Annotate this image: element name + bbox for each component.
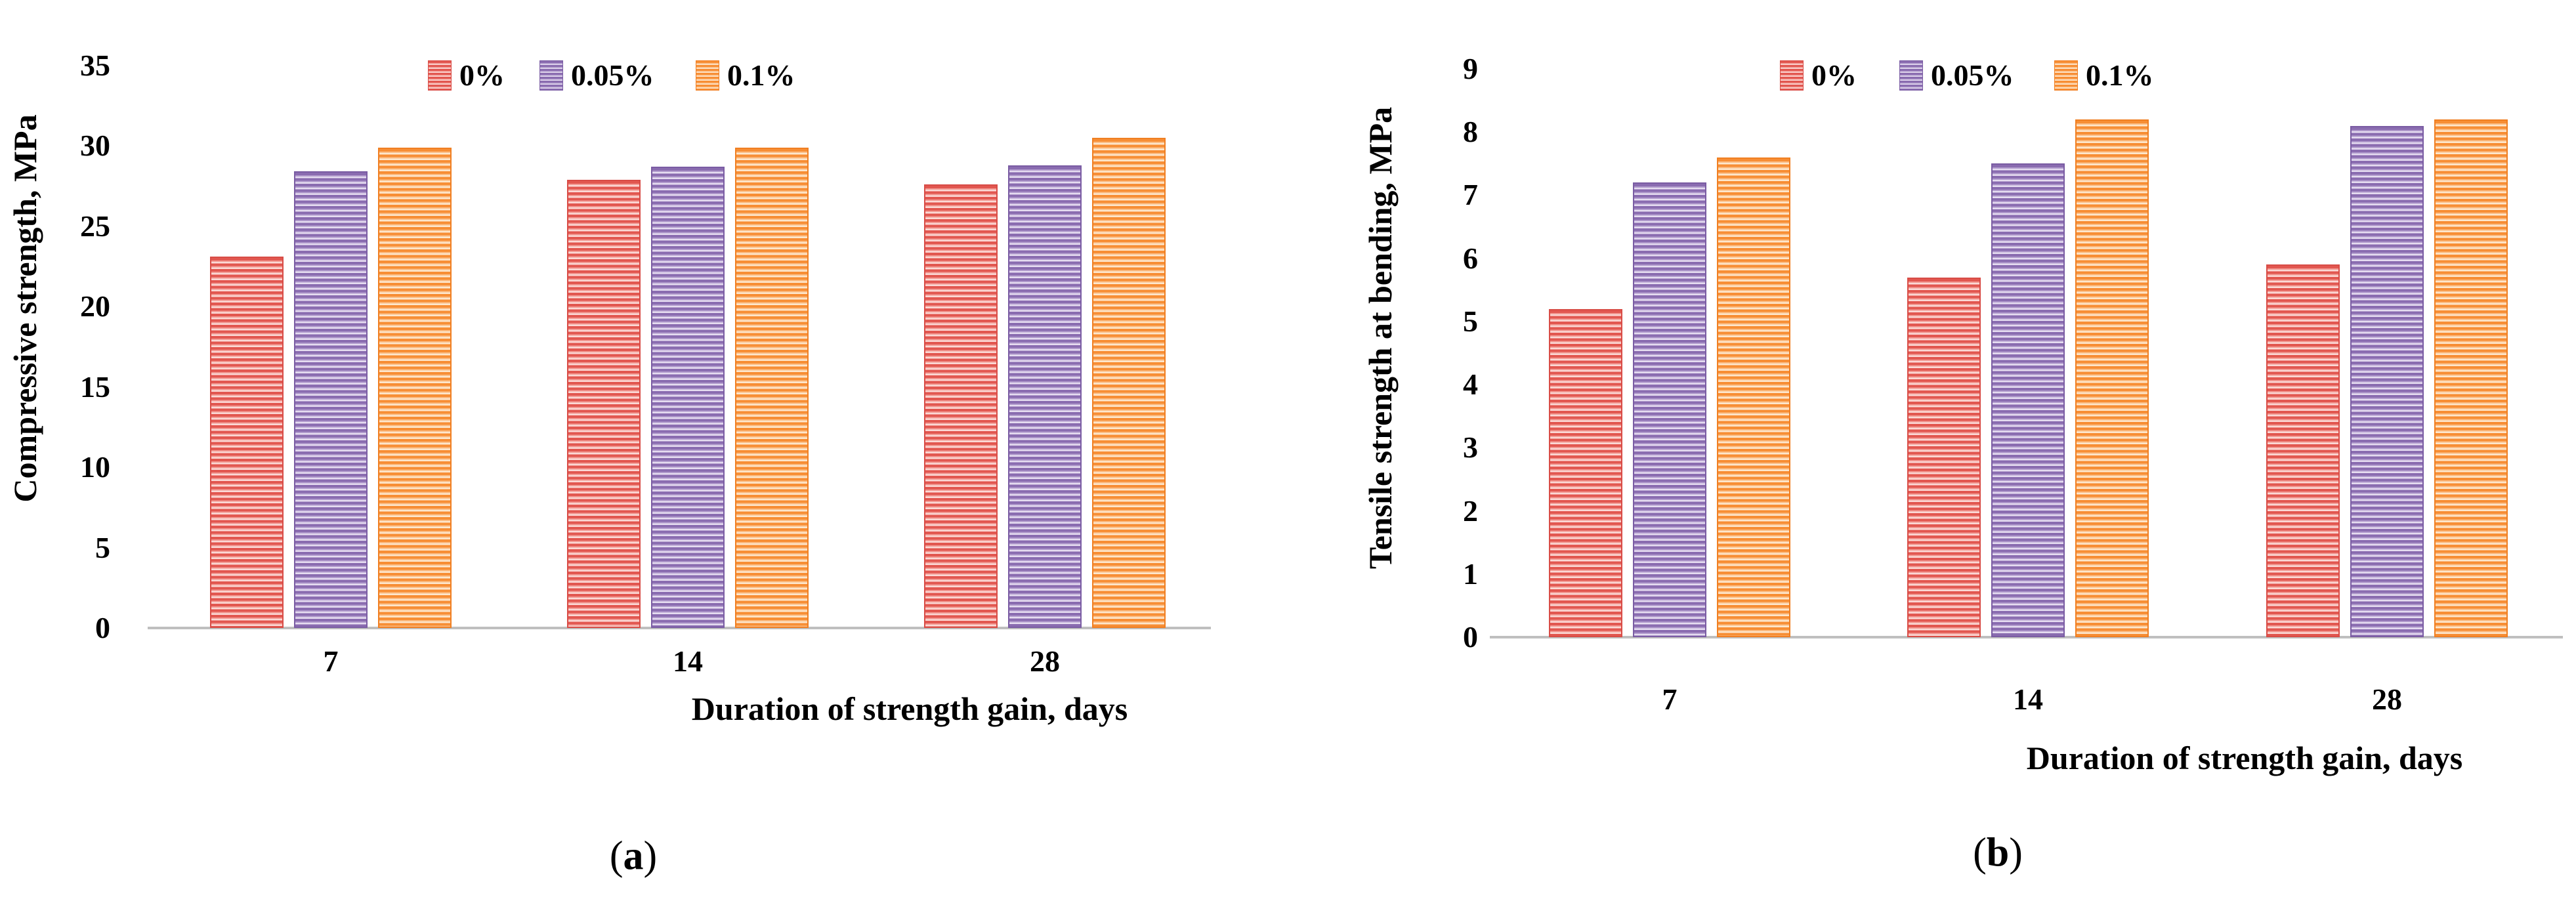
bar-a-7d-0.05% xyxy=(294,171,368,628)
y-tick-b-2: 2 xyxy=(1463,493,1478,528)
y-tick-b-9: 9 xyxy=(1463,52,1478,86)
caption-a-close: ) xyxy=(643,833,658,879)
legend-swatch-b-purple xyxy=(1899,60,1923,91)
bar-b-7d-0.05% xyxy=(1633,182,1706,637)
x-tick-b-14: 14 xyxy=(2013,682,2043,716)
legend-swatch-a-purple xyxy=(539,60,563,91)
y-tick-b-5: 5 xyxy=(1463,304,1478,338)
y-tick-a-5: 5 xyxy=(95,530,110,564)
caption-b-letter: b xyxy=(1986,830,2010,875)
legend-label-a-red: 0% xyxy=(459,58,505,92)
bar-a-7d-0% xyxy=(210,257,284,628)
caption-a: (a) xyxy=(610,833,657,880)
bar-a-28d-0% xyxy=(924,184,998,628)
bar-a-28d-0.1% xyxy=(1092,138,1166,628)
legend-swatch-a-red xyxy=(428,60,452,91)
y-tick-a-25: 25 xyxy=(80,209,110,243)
legend-swatch-b-red xyxy=(1780,60,1804,91)
y-tick-a-0: 0 xyxy=(95,611,110,644)
y-tick-a-35: 35 xyxy=(80,48,110,82)
bar-a-14d-0.05% xyxy=(651,167,725,628)
bar-b-14d-0.1% xyxy=(2075,119,2149,637)
bar-a-14d-0.1% xyxy=(735,148,809,628)
bar-b-28d-0.05% xyxy=(2350,126,2424,637)
caption-a-open: ( xyxy=(609,833,623,879)
legend-label-b-purple: 0.05% xyxy=(1931,58,2014,92)
bar-a-7d-0.1% xyxy=(378,148,452,628)
y-tick-a-20: 20 xyxy=(80,289,110,324)
bar-b-14d-0.05% xyxy=(1991,163,2065,637)
y-tick-b-6: 6 xyxy=(1463,241,1478,275)
legend-label-b-orange: 0.1% xyxy=(2086,58,2154,92)
y-tick-b-3: 3 xyxy=(1463,430,1478,465)
x-axis-line-b xyxy=(1490,636,2563,638)
caption-b-close: ) xyxy=(2009,830,2023,875)
bar-b-28d-0.1% xyxy=(2434,119,2508,637)
x-axis-line-a xyxy=(148,627,1211,629)
legend-swatch-b-orange xyxy=(2054,60,2078,91)
legend-label-b-red: 0% xyxy=(1811,58,1857,92)
bar-b-7d-0% xyxy=(1549,309,1622,637)
y-tick-a-10: 10 xyxy=(80,450,110,484)
caption-a-letter: a xyxy=(623,833,644,879)
bar-b-28d-0% xyxy=(2266,264,2340,637)
caption-b-open: ( xyxy=(1973,830,1987,875)
y-tick-a-30: 30 xyxy=(80,129,110,163)
y-tick-b-0: 0 xyxy=(1463,620,1478,654)
legend-label-a-purple: 0.05% xyxy=(571,58,654,92)
y-tick-b-1: 1 xyxy=(1463,556,1478,591)
legend-swatch-a-orange xyxy=(696,60,719,91)
caption-b: (b) xyxy=(1973,830,2023,877)
bar-b-7d-0.1% xyxy=(1717,157,1790,637)
bar-a-28d-0.05% xyxy=(1008,165,1082,628)
y-tick-b-8: 8 xyxy=(1463,115,1478,149)
x-tick-a-7: 7 xyxy=(323,644,339,678)
y-tick-b-7: 7 xyxy=(1463,178,1478,212)
x-tick-b-7: 7 xyxy=(1662,682,1678,716)
x-axis-title-b: Duration of strength gain, days xyxy=(2026,740,2463,776)
x-tick-a-14: 14 xyxy=(673,644,703,678)
y-tick-a-15: 15 xyxy=(80,369,110,404)
y-tick-b-4: 4 xyxy=(1463,367,1478,402)
legend-label-a-orange: 0.1% xyxy=(727,58,795,92)
bar-b-14d-0% xyxy=(1907,278,1981,637)
bar-a-14d-0% xyxy=(567,180,641,628)
x-tick-a-28: 28 xyxy=(1030,644,1060,678)
x-axis-title-a: Duration of strength gain, days xyxy=(691,690,1128,727)
x-tick-b-28: 28 xyxy=(2372,682,2402,716)
